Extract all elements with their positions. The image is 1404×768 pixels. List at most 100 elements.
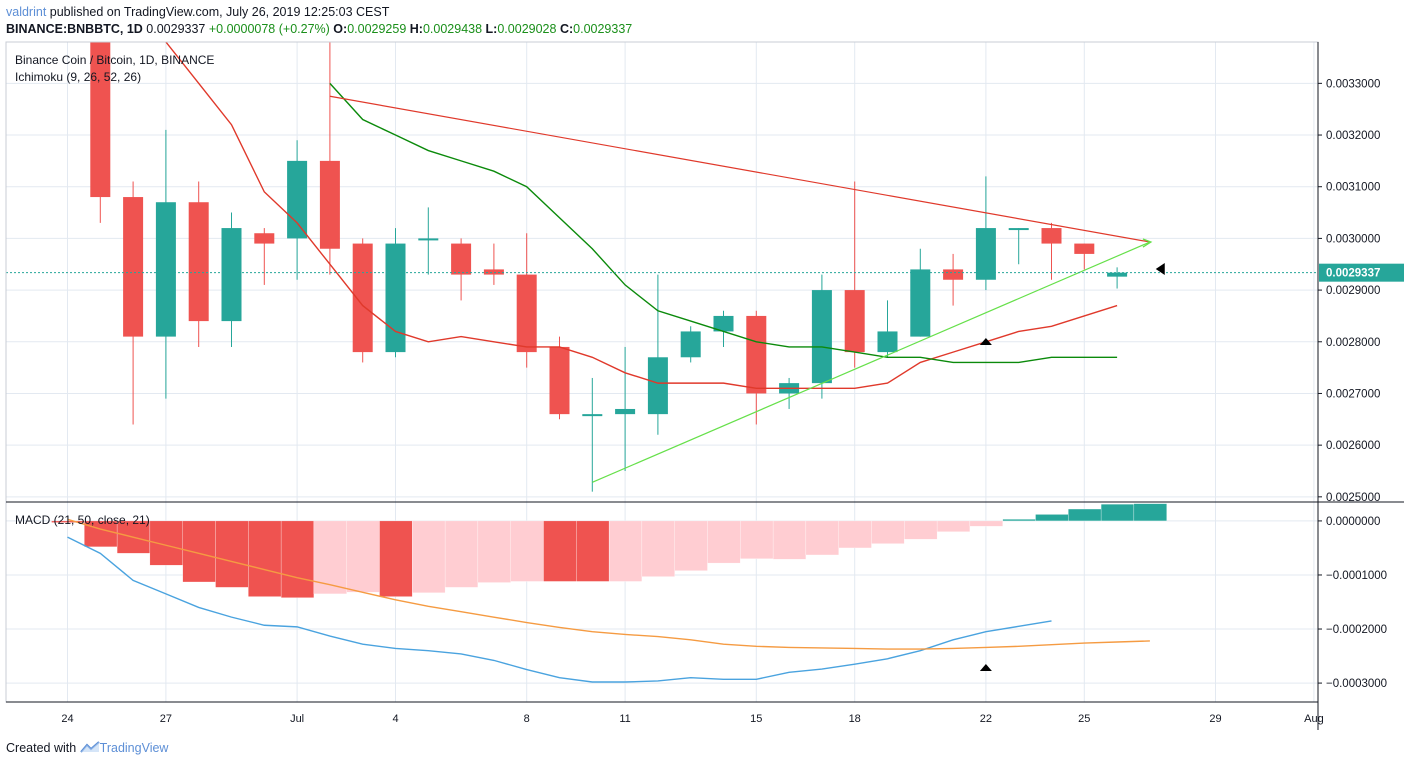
- macd-histogram-bar: [707, 520, 741, 564]
- candle-body: [254, 233, 275, 244]
- open-label: O:: [333, 22, 348, 36]
- x-tick-label: 8: [524, 713, 530, 725]
- macd-histogram-bar: [215, 520, 249, 588]
- candle-body: [844, 290, 865, 353]
- trendline-arrow-icon: [1142, 238, 1153, 248]
- macd-histogram-bar: [838, 520, 872, 549]
- trendline-resistance: [329, 95, 1151, 243]
- candle-body: [943, 269, 964, 280]
- candle-body: [385, 243, 406, 353]
- macd-histogram-bar: [904, 520, 938, 540]
- candle-body: [746, 315, 767, 394]
- marker-left-icon: [1155, 263, 1165, 275]
- macd-histogram-bar: [412, 520, 446, 593]
- x-tick-label: 4: [392, 713, 398, 725]
- candle-body: [123, 197, 144, 337]
- macd-histogram-bar: [608, 520, 643, 582]
- macd-histogram-bar: [346, 520, 380, 593]
- candle-body: [877, 331, 898, 353]
- candle-body: [90, 42, 111, 198]
- macd-histogram-bar: [871, 520, 905, 544]
- open-value: 0.0029259: [347, 22, 407, 36]
- symbol-label: BINANCE:BNBBTC, 1D: [6, 22, 143, 36]
- macd-histogram-bar: [969, 520, 1003, 527]
- author-name[interactable]: valdrint: [6, 5, 47, 19]
- price-pane[interactable]: [6, 0, 1318, 492]
- candle-body: [188, 202, 209, 322]
- x-tick-label: 15: [750, 713, 762, 725]
- indicator-label: Ichimoku (9, 26, 52, 26): [15, 70, 141, 84]
- candle-body: [352, 243, 373, 353]
- candle-body: [615, 408, 636, 415]
- candle-body: [319, 160, 340, 249]
- candle-body: [680, 331, 701, 358]
- signal-line: [67, 518, 1150, 650]
- publish-info: published on TradingView.com, July 26, 2…: [49, 5, 390, 19]
- y-tick-label: 0.0033000: [1326, 78, 1380, 90]
- macd-histogram-bar: [248, 520, 282, 597]
- macd-y-tick-label: −0.0003000: [1326, 678, 1387, 690]
- y-tick-label: 0.0029000: [1326, 285, 1380, 297]
- high-label: H:: [409, 22, 423, 36]
- macd-histogram-bar: [1002, 519, 1036, 522]
- x-tick-label: 29: [1209, 713, 1221, 725]
- candle-body: [451, 243, 472, 275]
- macd-line: [67, 536, 1052, 683]
- macd-marker-up-icon: [979, 664, 992, 671]
- macd-histogram-bar: [1133, 503, 1167, 522]
- high-value: 0.0029438: [422, 22, 483, 36]
- x-tick-label: Aug: [1304, 713, 1324, 725]
- macd-histogram-bar: [740, 520, 774, 559]
- chart-title: Binance Coin / Bitcoin, 1D, BINANCE: [15, 53, 214, 67]
- macd-y-tick-label: −0.0002000: [1326, 624, 1387, 636]
- macd-histogram-bar: [543, 520, 577, 582]
- low-value: 0.0029028: [497, 22, 557, 36]
- macd-pane[interactable]: [51, 503, 1167, 683]
- candle-body: [287, 160, 308, 239]
- trendline-support: [592, 241, 1151, 483]
- y-tick-label: 0.0027000: [1326, 388, 1380, 400]
- tenkan-line: [164, 42, 1118, 389]
- y-tick-label: 0.0032000: [1326, 130, 1380, 142]
- macd-histogram-bar: [641, 520, 675, 577]
- macd-histogram-bar: [936, 520, 971, 532]
- candle-body: [1107, 272, 1128, 277]
- created-with: Created with: [6, 741, 77, 755]
- macd-histogram-bar: [280, 520, 315, 598]
- close-value: 0.0029337: [573, 22, 633, 36]
- macd-histogram-bar: [805, 520, 839, 556]
- candle-body: [582, 414, 603, 417]
- macd-histogram-bar: [477, 520, 511, 583]
- candle-body: [910, 269, 931, 337]
- close-label: C:: [559, 22, 574, 36]
- macd-histogram-bar: [510, 520, 544, 582]
- macd-histogram-bar: [444, 520, 479, 588]
- candle-body: [1074, 243, 1095, 254]
- x-tick-label: 25: [1078, 713, 1090, 725]
- x-tick-label: 24: [61, 713, 73, 725]
- macd-histogram-bar: [313, 520, 347, 595]
- macd-histogram-bar: [182, 520, 216, 583]
- low-label: L:: [485, 22, 498, 36]
- candle-body: [647, 357, 668, 415]
- marker-up-icon: [979, 338, 992, 345]
- candle-body: [483, 269, 504, 275]
- candle-body: [713, 315, 734, 332]
- current-price-label: 0.0029337: [1326, 268, 1380, 280]
- candle-body: [549, 346, 570, 415]
- macd-histogram-bar: [576, 520, 610, 582]
- macd-y-tick-label: 0.0000000: [1326, 516, 1380, 528]
- macd-label: MACD (21, 50, close, 21): [15, 513, 150, 527]
- axes: 24 27 Jul 4 8 11 15 18 22 25 29 Aug 0.0033000 0.00320…: [5, 41, 1404, 730]
- x-tick-label: Jul: [290, 713, 304, 725]
- last-price: 0.0029337: [146, 22, 206, 36]
- x-tick-label: 11: [619, 713, 630, 725]
- tradingview-brand[interactable]: TradingView: [99, 741, 169, 755]
- candle-body: [221, 228, 242, 322]
- y-tick-label: 0.0025000: [1326, 492, 1380, 504]
- macd-y-tick-label: −0.0001000: [1326, 570, 1387, 582]
- macd-histogram-bar: [772, 520, 807, 560]
- candle-body: [975, 228, 996, 280]
- macd-histogram-bar: [1100, 504, 1135, 522]
